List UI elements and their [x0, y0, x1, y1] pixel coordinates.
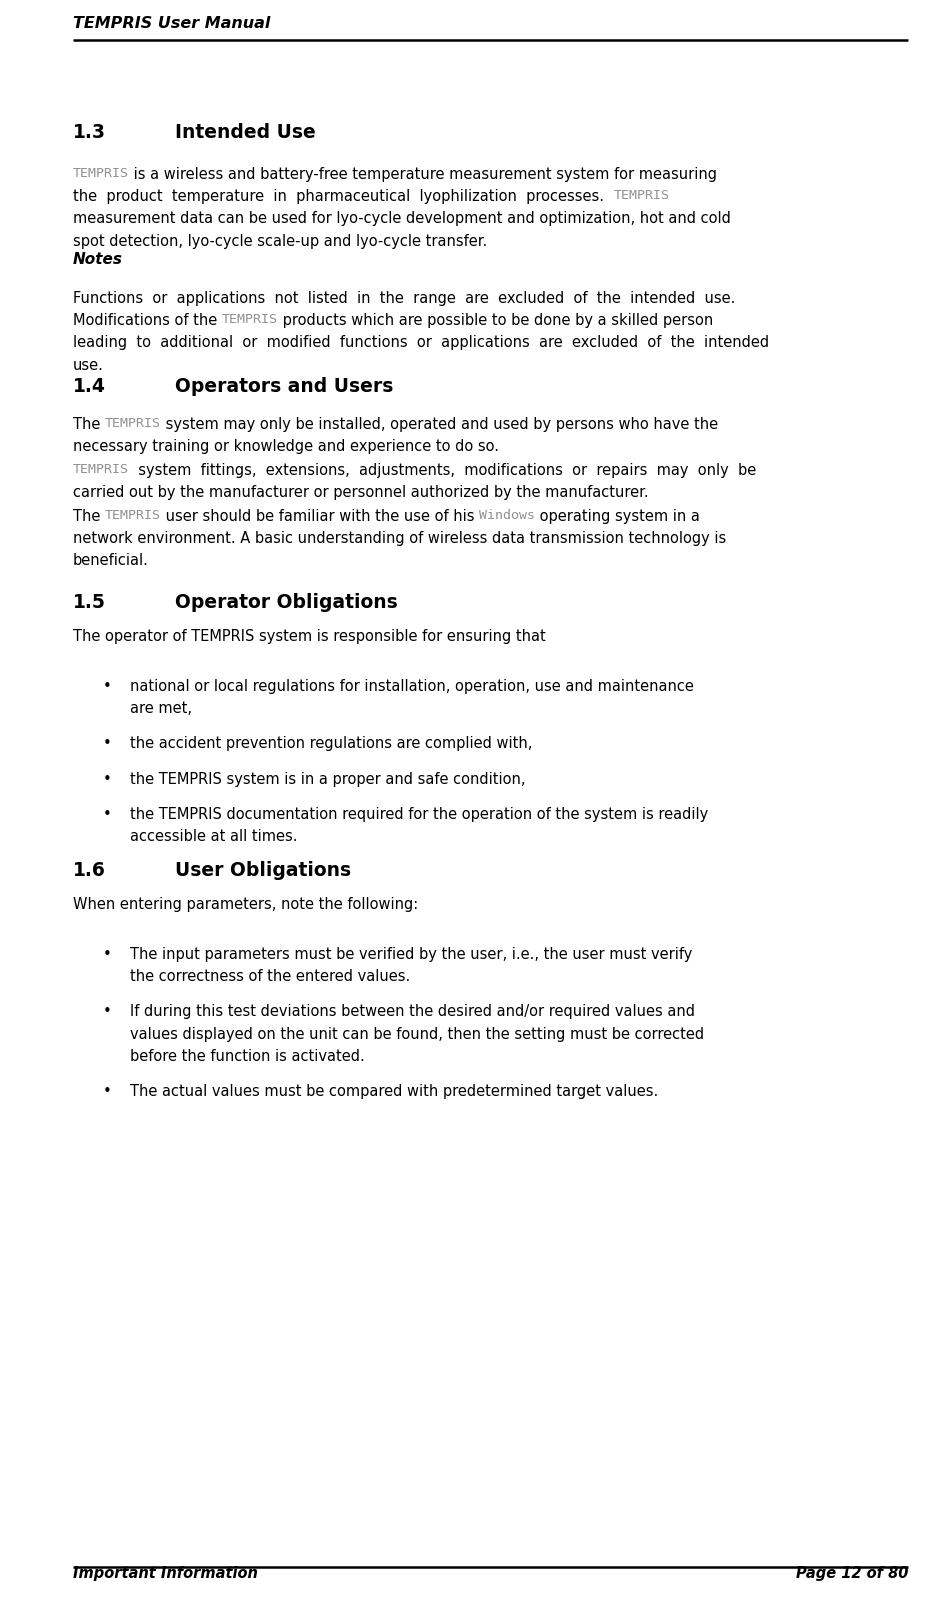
Text: are met,: are met, — [130, 702, 192, 716]
Text: user should be familiar with the use of his: user should be familiar with the use of … — [161, 510, 479, 524]
Text: •: • — [103, 679, 112, 694]
Text: network environment. A basic understanding of wireless data transmission technol: network environment. A basic understandi… — [73, 531, 727, 547]
Text: Notes: Notes — [73, 252, 123, 268]
Text: 1.3: 1.3 — [73, 123, 106, 142]
Text: •: • — [103, 806, 112, 821]
Text: 1.5: 1.5 — [73, 594, 106, 611]
Text: The operator of TEMPRIS system is responsible for ensuring that: The operator of TEMPRIS system is respon… — [73, 629, 546, 644]
Text: The input parameters must be verified by the user, i.e., the user must verify: The input parameters must be verified by… — [130, 947, 692, 961]
Text: User Obligations: User Obligations — [175, 861, 351, 881]
Text: use.: use. — [73, 358, 104, 373]
Text: is a wireless and battery-free temperature measurement system for measuring: is a wireless and battery-free temperatu… — [129, 168, 717, 182]
Text: Page 12 of 80: Page 12 of 80 — [796, 1566, 908, 1581]
Text: Windows: Windows — [479, 510, 535, 523]
Text: The: The — [73, 418, 105, 432]
Text: 1.6: 1.6 — [73, 861, 106, 881]
Text: spot detection, lyo-cycle scale-up and lyo-cycle transfer.: spot detection, lyo-cycle scale-up and l… — [73, 234, 487, 248]
Text: system may only be installed, operated and used by persons who have the: system may only be installed, operated a… — [161, 418, 718, 432]
Text: system  fittings,  extensions,  adjustments,  modifications  or  repairs  may  o: system fittings, extensions, adjustments… — [129, 463, 756, 477]
Text: TEMPRIS: TEMPRIS — [73, 168, 129, 181]
Text: Functions  or  applications  not  listed  in  the  range  are  excluded  of  the: Functions or applications not listed in … — [73, 290, 735, 306]
Text: the TEMPRIS documentation required for the operation of the system is readily: the TEMPRIS documentation required for t… — [130, 806, 708, 821]
Text: operating system in a: operating system in a — [535, 510, 700, 524]
Text: accessible at all times.: accessible at all times. — [130, 829, 298, 844]
Text: If during this test deviations between the desired and/or required values and: If during this test deviations between t… — [130, 1005, 695, 1019]
Text: Important Information: Important Information — [73, 1566, 258, 1581]
Text: 1.4: 1.4 — [73, 377, 106, 397]
Text: TEMPRIS: TEMPRIS — [613, 189, 670, 202]
Text: TEMPRIS: TEMPRIS — [73, 463, 129, 476]
Text: carried out by the manufacturer or personnel authorized by the manufacturer.: carried out by the manufacturer or perso… — [73, 486, 649, 500]
Text: the  product  temperature  in  pharmaceutical  lyophilization  processes.: the product temperature in pharmaceutica… — [73, 189, 613, 205]
Text: Operator Obligations: Operator Obligations — [175, 594, 398, 611]
Text: measurement data can be used for lyo-cycle development and optimization, hot and: measurement data can be used for lyo-cyc… — [73, 211, 731, 226]
Text: the TEMPRIS system is in a proper and safe condition,: the TEMPRIS system is in a proper and sa… — [130, 771, 526, 787]
Text: necessary training or knowledge and experience to do so.: necessary training or knowledge and expe… — [73, 439, 499, 455]
Text: TEMPRIS: TEMPRIS — [105, 418, 161, 431]
Text: national or local regulations for installation, operation, use and maintenance: national or local regulations for instal… — [130, 679, 694, 694]
Text: beneficial.: beneficial. — [73, 553, 149, 568]
Text: When entering parameters, note the following:: When entering parameters, note the follo… — [73, 897, 418, 911]
Text: •: • — [103, 1005, 112, 1019]
Text: TEMPRIS User Manual: TEMPRIS User Manual — [73, 16, 270, 31]
Text: leading  to  additional  or  modified  functions  or  applications  are  exclude: leading to additional or modified functi… — [73, 336, 769, 350]
Text: before the function is activated.: before the function is activated. — [130, 1048, 365, 1065]
Text: TEMPRIS: TEMPRIS — [105, 510, 161, 523]
Text: Modifications of the: Modifications of the — [73, 313, 222, 327]
Text: •: • — [103, 947, 112, 961]
Text: products which are possible to be done by a skilled person: products which are possible to be done b… — [278, 313, 713, 327]
Text: Operators and Users: Operators and Users — [175, 377, 394, 397]
Text: the correctness of the entered values.: the correctness of the entered values. — [130, 969, 410, 984]
Text: TEMPRIS: TEMPRIS — [222, 313, 278, 326]
Text: The: The — [73, 510, 105, 524]
Text: •: • — [103, 1084, 112, 1098]
Text: •: • — [103, 737, 112, 752]
Text: •: • — [103, 771, 112, 787]
Text: values displayed on the unit can be found, then the setting must be corrected: values displayed on the unit can be foun… — [130, 1026, 704, 1042]
Text: Intended Use: Intended Use — [175, 123, 316, 142]
Text: The actual values must be compared with predetermined target values.: The actual values must be compared with … — [130, 1084, 658, 1098]
Text: the accident prevention regulations are complied with,: the accident prevention regulations are … — [130, 737, 533, 752]
